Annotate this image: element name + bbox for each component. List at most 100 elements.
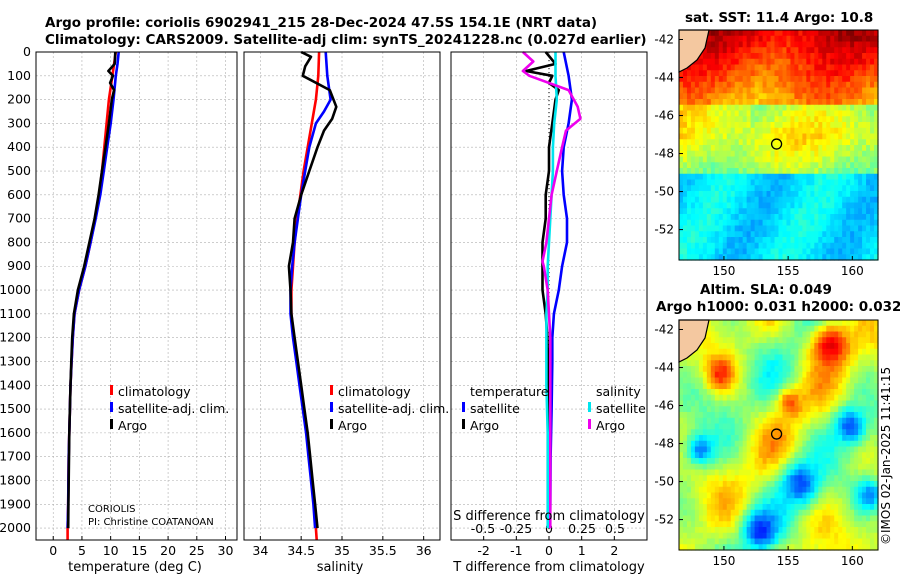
map-cell bbox=[862, 498, 867, 505]
map-cell bbox=[802, 452, 807, 459]
map-cell bbox=[702, 509, 708, 517]
map-cell bbox=[782, 231, 788, 238]
map-cell bbox=[778, 371, 784, 379]
map-cell bbox=[850, 99, 855, 106]
map-cell bbox=[794, 532, 799, 540]
map-cell bbox=[722, 150, 728, 158]
map-cell bbox=[726, 320, 732, 327]
map-cell bbox=[686, 254, 692, 261]
map-cell bbox=[850, 481, 855, 488]
map-cell bbox=[854, 93, 859, 100]
map-cell bbox=[754, 492, 760, 499]
map-cell bbox=[682, 481, 688, 488]
map-cell bbox=[742, 325, 748, 333]
map-cell bbox=[690, 440, 696, 448]
map-cell bbox=[714, 417, 720, 425]
map-cell bbox=[858, 383, 863, 390]
map-cell bbox=[734, 196, 740, 204]
map-cell bbox=[806, 366, 811, 373]
map-cell bbox=[766, 139, 772, 146]
map-cell bbox=[810, 532, 815, 540]
map-cell bbox=[778, 389, 784, 396]
map-cell bbox=[738, 219, 744, 227]
map-cell bbox=[679, 498, 684, 505]
map-cell bbox=[714, 145, 720, 152]
map-cell bbox=[702, 400, 708, 407]
map-cell bbox=[738, 179, 744, 186]
map-cell bbox=[822, 41, 827, 48]
map-cell bbox=[726, 481, 732, 488]
map-cell bbox=[846, 354, 851, 361]
map-cell bbox=[722, 127, 728, 135]
map-cell bbox=[714, 331, 720, 338]
map-cell bbox=[758, 383, 764, 390]
map-cell bbox=[694, 486, 700, 494]
map-cell bbox=[870, 127, 875, 135]
map-cell bbox=[702, 469, 708, 476]
x-tick-label: -2 bbox=[477, 543, 489, 558]
map-cell bbox=[766, 458, 772, 465]
map-cell bbox=[838, 47, 843, 54]
map-cell bbox=[814, 150, 819, 158]
map-cell bbox=[742, 173, 748, 181]
map-cell bbox=[774, 320, 780, 327]
map-cell bbox=[679, 492, 684, 499]
map-cell bbox=[794, 400, 799, 407]
map-cell bbox=[742, 446, 748, 453]
map-cell bbox=[806, 191, 811, 198]
map-cell bbox=[710, 237, 716, 244]
map-cell bbox=[862, 429, 867, 436]
x-tick-label: 1 bbox=[578, 543, 586, 558]
map-cell bbox=[714, 168, 720, 175]
map-cell bbox=[706, 139, 712, 146]
map-cell bbox=[702, 219, 708, 227]
map-cell bbox=[782, 248, 788, 255]
map-cell bbox=[866, 35, 871, 43]
map-cell bbox=[782, 515, 788, 522]
map-cell bbox=[822, 150, 827, 158]
map-cell bbox=[810, 360, 815, 367]
map-cell bbox=[766, 325, 772, 333]
map-cell bbox=[834, 331, 839, 338]
map-cell bbox=[838, 93, 843, 100]
y-tick-label: 1900 bbox=[0, 496, 31, 511]
map-cell bbox=[750, 168, 756, 175]
map-cell bbox=[826, 371, 831, 379]
map-cell bbox=[834, 544, 839, 551]
map-cell bbox=[694, 463, 700, 471]
y-tick-label: 1400 bbox=[0, 377, 31, 392]
map-cell bbox=[862, 168, 867, 175]
map-cell bbox=[858, 343, 863, 350]
map-cell bbox=[798, 412, 803, 419]
map-cell bbox=[706, 254, 712, 261]
legend-swatch bbox=[110, 419, 113, 429]
map-cell bbox=[706, 360, 712, 367]
map-cell bbox=[846, 168, 851, 175]
map-cell bbox=[798, 254, 803, 261]
map-cell bbox=[874, 231, 879, 238]
map-cell bbox=[854, 76, 859, 83]
map-cell bbox=[814, 463, 819, 471]
map-cell bbox=[838, 185, 843, 192]
map-cell bbox=[866, 389, 871, 396]
map-cell bbox=[870, 417, 875, 425]
map-cell bbox=[766, 452, 772, 459]
map-cell bbox=[790, 173, 796, 181]
map-cell bbox=[730, 150, 736, 158]
map-cell bbox=[734, 122, 740, 129]
map-cell bbox=[774, 423, 780, 430]
map-cell bbox=[698, 173, 704, 181]
map-cell bbox=[690, 70, 696, 77]
map-cell bbox=[810, 446, 815, 453]
map-cell bbox=[802, 122, 807, 129]
map-cell bbox=[830, 110, 835, 117]
map-cell bbox=[762, 475, 768, 482]
map-cell bbox=[810, 219, 815, 227]
map-cell bbox=[730, 168, 736, 175]
map-cell bbox=[682, 81, 688, 89]
map-cell bbox=[726, 475, 732, 482]
map-cell bbox=[806, 58, 811, 66]
map-cell bbox=[862, 509, 867, 517]
map-cell bbox=[786, 440, 792, 448]
map-cell bbox=[706, 133, 712, 140]
